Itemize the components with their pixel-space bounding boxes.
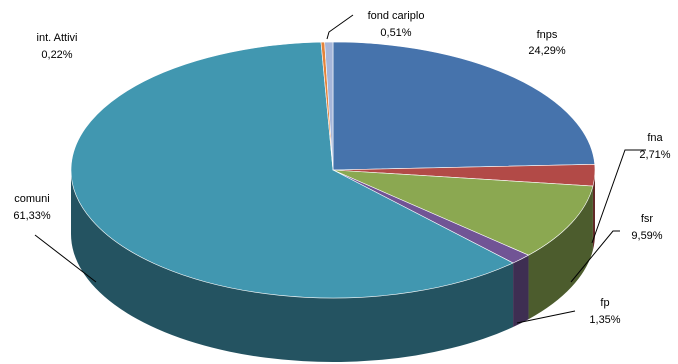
label-comuni-name: comuni (14, 193, 49, 205)
leader-line-fond-cariplo (327, 15, 353, 39)
label-fna: fna 2,71% (639, 132, 670, 161)
label-fnps: fnps 24,29% (528, 29, 566, 57)
label-fsr-value: 9,59% (631, 230, 662, 242)
pie-slice-fnps (333, 42, 595, 170)
pie-side-fp (513, 255, 528, 327)
label-fp-name: fp (600, 297, 609, 309)
label-fsr: fsr 9,59% (631, 213, 662, 242)
label-fnps-value: 24,29% (528, 45, 566, 57)
label-comuni: comuni 61,33% (13, 193, 51, 222)
pie-tops (71, 42, 595, 298)
label-int-attivi-name: int. Attivi (37, 32, 78, 44)
label-fna-value: 2,71% (639, 149, 670, 161)
label-comuni-value: 61,33% (13, 210, 51, 222)
label-fnps-name: fnps (537, 29, 558, 41)
label-fond-cariplo: fond cariplo 0,51% (368, 10, 425, 39)
label-fna-name: fna (647, 132, 663, 144)
label-fp: fp 1,35% (589, 297, 620, 326)
label-fond-cariplo-name: fond cariplo (368, 10, 425, 22)
label-fond-cariplo-value: 0,51% (380, 27, 411, 39)
label-int-attivi-value: 0,22% (41, 49, 72, 61)
label-fp-value: 1,35% (589, 314, 620, 326)
label-int-attivi: int. Attivi 0,22% (37, 32, 78, 61)
label-fsr-name: fsr (641, 213, 654, 225)
